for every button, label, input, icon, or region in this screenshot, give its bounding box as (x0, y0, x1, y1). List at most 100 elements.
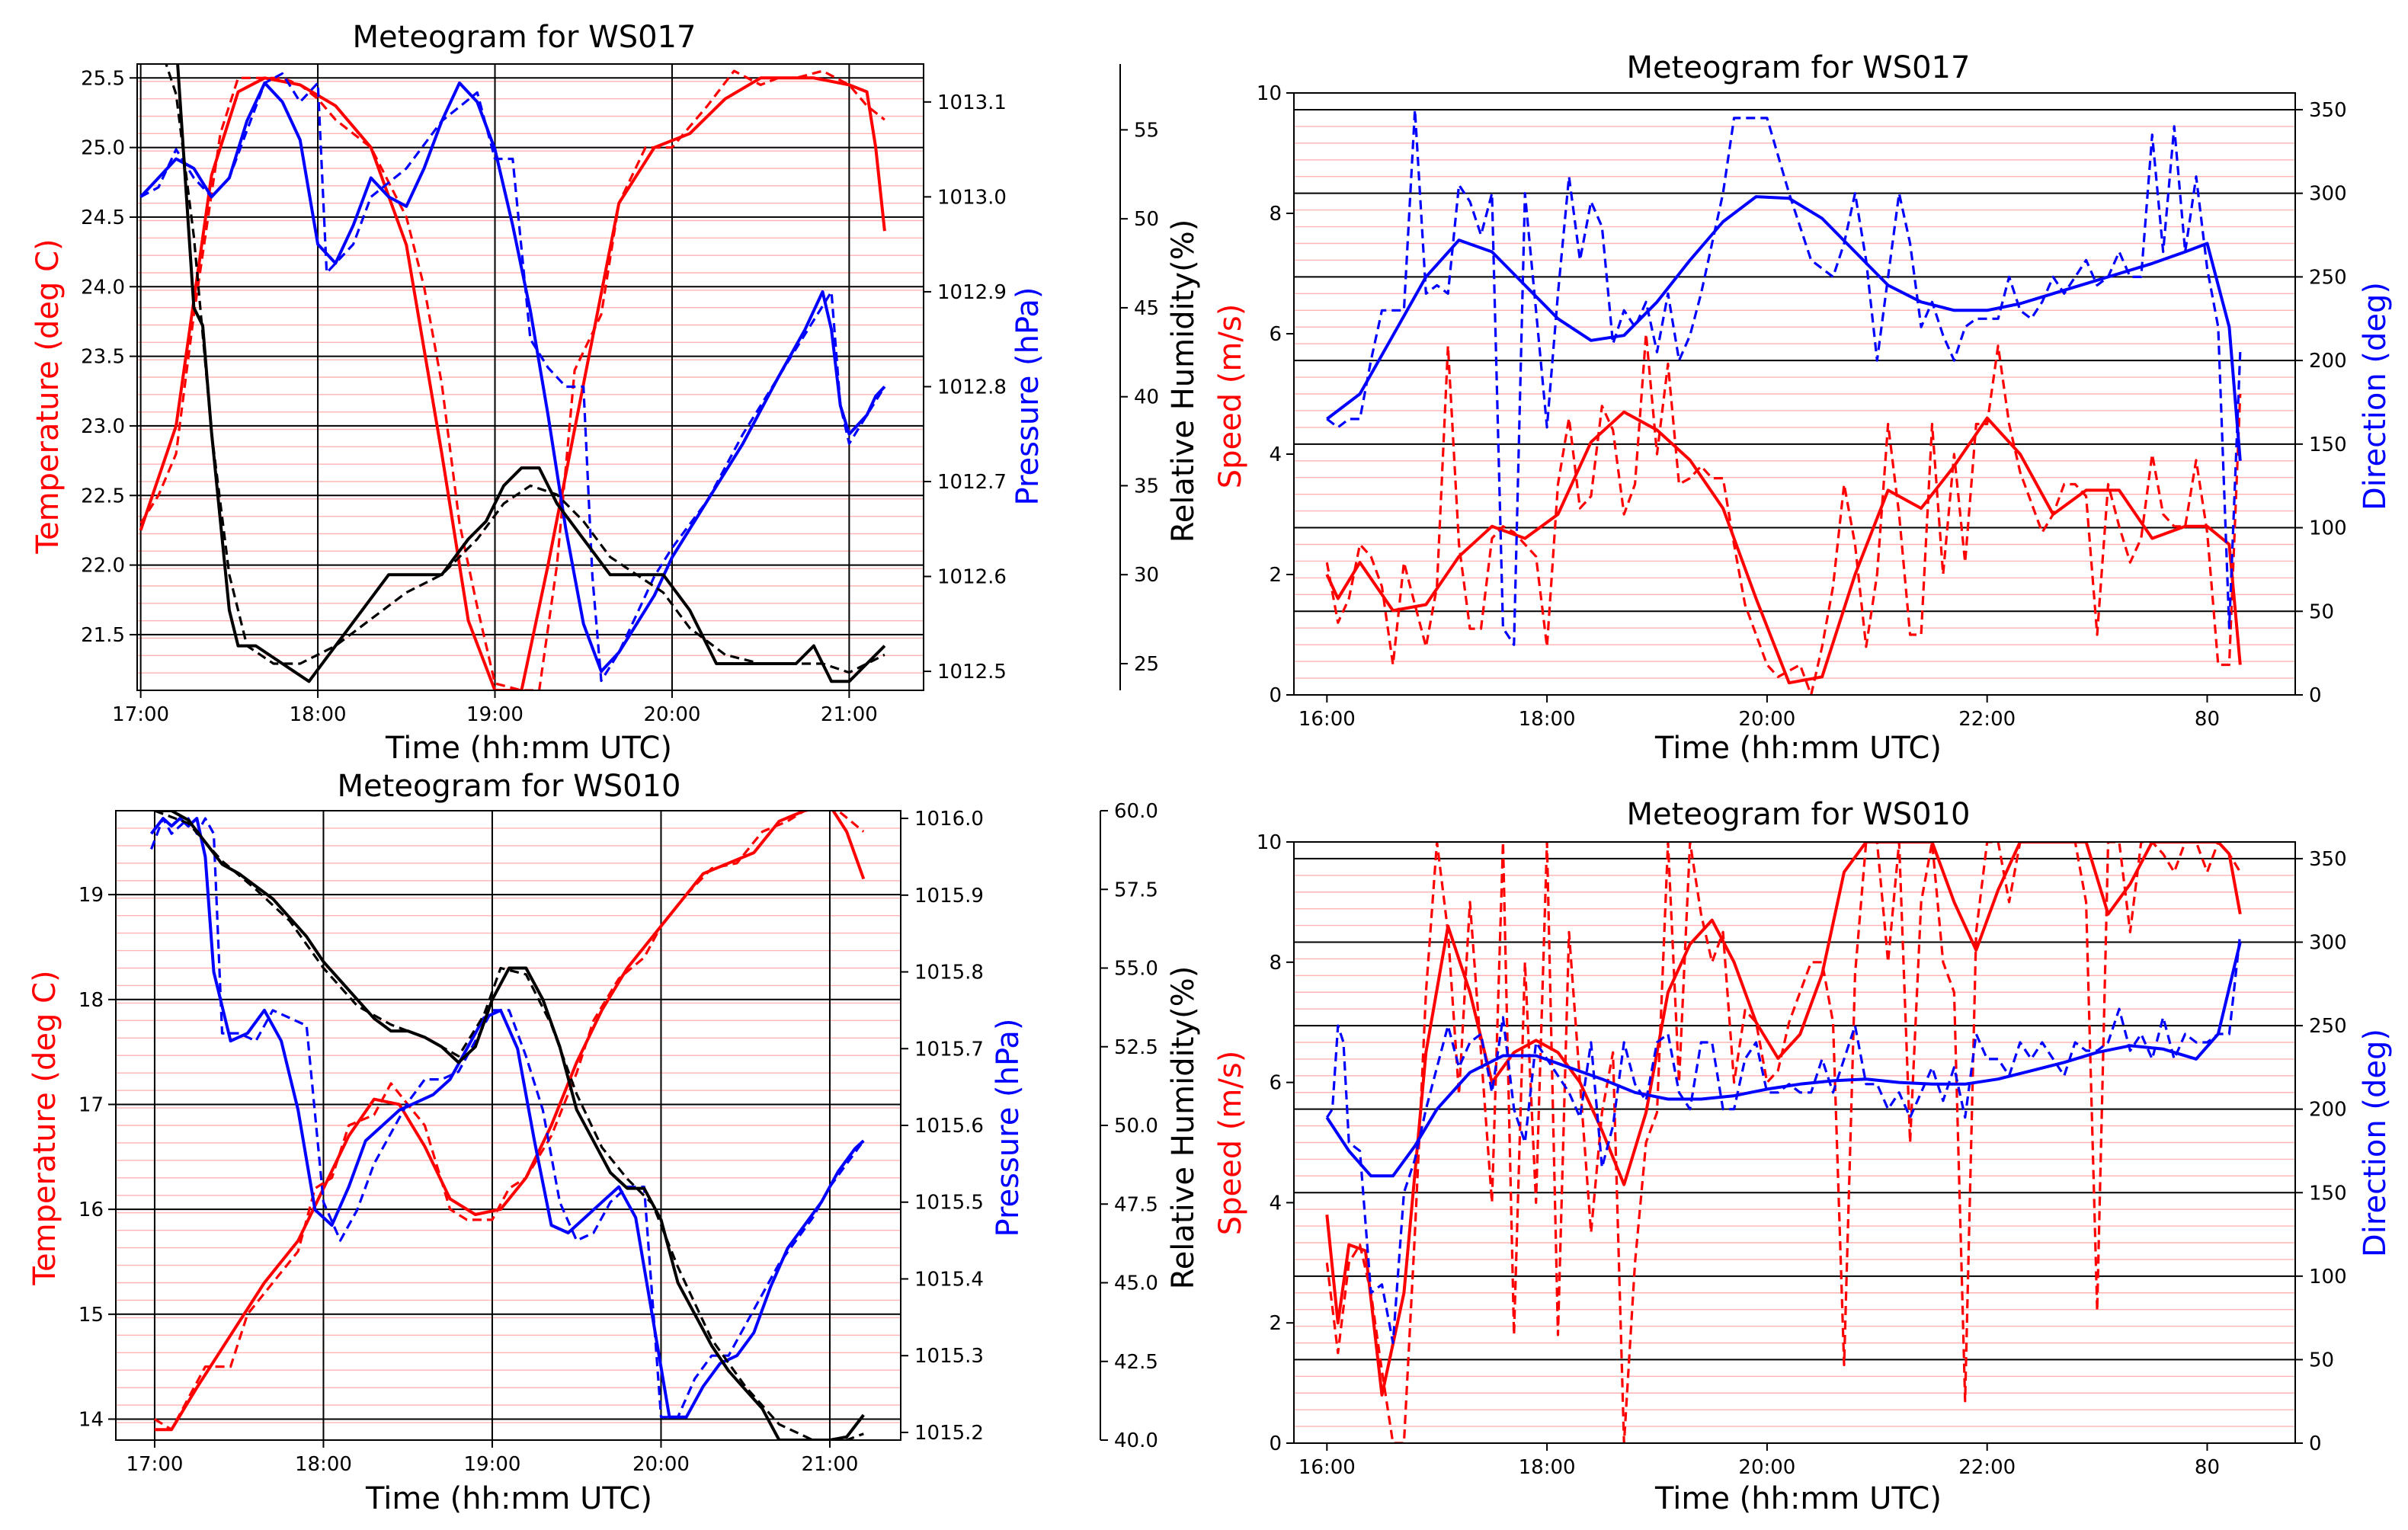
y2-tick-label: 200 (2309, 350, 2347, 373)
y2-axis-label: Pressure (hPa) (991, 1019, 1026, 1237)
y2-tick-label: 1015.9 (914, 885, 984, 907)
y3-tick-label: 40.0 (1114, 1429, 1158, 1452)
x-tick-label: 22:00 (1958, 708, 2016, 731)
y-tick-label: 2 (1269, 1312, 1282, 1335)
y2-tick-label: 350 (2309, 99, 2347, 122)
y3-tick-label: 45.0 (1114, 1272, 1158, 1295)
grid (137, 64, 924, 690)
x-axis-label: Time (hh:mm UTC) (1654, 731, 1942, 766)
x-tick-label: 20:00 (643, 703, 700, 726)
grid (116, 811, 901, 1440)
y2-tick-label: 150 (2309, 434, 2347, 456)
y-tick-label: 2 (1269, 564, 1282, 587)
y-tick-label: 25.0 (81, 137, 125, 160)
y-tick-label: 4 (1269, 1192, 1282, 1215)
y2-tick-label: 1015.8 (914, 962, 984, 984)
plot-frame (1293, 841, 2296, 1444)
x-tick-label: 17:00 (126, 1453, 183, 1476)
panel-ws017-thermo: Meteogram for WS017 Time (hh:mm UTC) Tem… (30, 20, 1201, 766)
x-tick-label: 19:00 (466, 703, 524, 726)
y-tick-label: 0 (1269, 684, 1282, 707)
y2-tick-label: 1012.7 (937, 471, 1007, 494)
y-tick-label: 24.0 (81, 276, 125, 299)
y3-tick-label: 55.0 (1114, 958, 1158, 981)
panel-title: Meteogram for WS010 (338, 769, 681, 804)
x-tick-label: 20:00 (1738, 1456, 1795, 1479)
y-tick-label: 14 (78, 1408, 104, 1431)
x-axis-label: Time (hh:mm UTC) (1654, 1481, 1942, 1516)
series-direction-raw (1326, 108, 2242, 646)
y2-tick-label: 100 (2309, 517, 2347, 540)
y2-tick-label: 1015.6 (914, 1115, 984, 1138)
series-temperature-raw (154, 811, 865, 1431)
grid (1294, 857, 2295, 1427)
y-tick-label: 25.5 (81, 67, 125, 90)
y3-tick-label: 30 (1134, 564, 1159, 587)
y2-axis-label: Pressure (hPa) (1010, 287, 1045, 506)
y2-tick-label: 1012.5 (937, 661, 1007, 683)
y-tick-label: 22.5 (81, 485, 125, 507)
grid (1294, 108, 2295, 679)
y2-tick-label: 100 (2309, 1266, 2347, 1288)
y2-tick-label: 300 (2309, 932, 2347, 955)
y2-tick-label: 150 (2309, 1182, 2347, 1205)
y3-tick-label: 42.5 (1114, 1351, 1158, 1374)
panel-title: Meteogram for WS017 (1627, 50, 1971, 85)
y2-tick-label: 1015.4 (914, 1268, 984, 1291)
y-tick-label: 8 (1269, 203, 1282, 226)
y2-tick-label: 1015.5 (914, 1192, 984, 1215)
x-tick-label: 80 (2195, 708, 2220, 731)
y2-tick-label: 1012.9 (937, 281, 1007, 304)
series-group (139, 64, 886, 690)
x-axis-label: Time (hh:mm UTC) (385, 731, 672, 766)
x-tick-label: 21:00 (821, 703, 878, 726)
y2-tick-label: 1012.8 (937, 376, 1007, 399)
y-tick-label: 23.0 (81, 415, 125, 438)
plot-ws010_thermo: 17:00 18:00 19:00 20:00 21:00 14 15 16 17 18 19 101… (78, 800, 1158, 1476)
plot-ws017_thermo: 17:00 18:00 19:00 20:00 21:00 21.5 22.0 22.5 23.… (81, 63, 1159, 726)
series-speed-raw (1325, 842, 2242, 1443)
series-pressure-raw (150, 817, 865, 1419)
y-tick-label: 4 (1269, 443, 1282, 466)
y-tick-label: 19 (78, 884, 104, 907)
y2-tick-label: 0 (2309, 684, 2322, 707)
series-direction-raw (1325, 933, 2242, 1345)
x-tick-label: 21:00 (801, 1453, 858, 1476)
y3-tick-label: 40 (1134, 386, 1159, 409)
plot-frame (136, 63, 924, 691)
series-temperature-raw (139, 69, 885, 690)
y2-tick-label: 300 (2309, 183, 2347, 206)
y3-tick-label: 50.0 (1114, 1115, 1158, 1138)
y-axis-label: Speed (m/s) (1213, 1051, 1248, 1236)
y-axis-label: Temperature (deg C) (30, 238, 66, 554)
plot-ws010_wind: 16:00 18:00 20:00 22:00 80024681005010015020… (1257, 831, 2347, 1479)
y2-tick-label: 250 (2309, 1015, 2347, 1038)
y-tick-label: 22.0 (81, 555, 125, 578)
x-tick-label: 18:00 (295, 1453, 352, 1476)
plot-frame (1293, 92, 2296, 696)
y2-tick-label: 0 (2309, 1432, 2322, 1455)
y-tick-label: 6 (1269, 323, 1282, 346)
y-tick-label: 10 (1257, 82, 1282, 105)
y2-tick-label: 1013.1 (937, 91, 1007, 114)
y2-tick-label: 1016.0 (914, 808, 984, 831)
y-tick-label: 18 (78, 989, 104, 1012)
x-tick-label: 18:00 (290, 703, 347, 726)
panel-title: Meteogram for WS010 (1627, 797, 1971, 832)
y3-axis-label: Relative Humidity(%) (1166, 966, 1201, 1290)
series-pressure (139, 81, 886, 674)
y-tick-label: 17 (78, 1093, 104, 1116)
panel-ws017-wind: Meteogram for WS017 Time (hh:mm UTC) Spe… (1213, 50, 2393, 766)
y2-axis-label: Direction (deg) (2358, 282, 2393, 511)
plot-ws017_wind: 16:00 18:00 20:00 22:00 80024681005010015020… (1257, 82, 2347, 731)
y3-tick-label: 60.0 (1114, 800, 1158, 823)
y2-tick-label: 50 (2309, 1349, 2334, 1372)
panel-ws010-thermo: Meteogram for WS010 Time (hh:mm UTC) Tem… (27, 769, 1201, 1516)
series-speed (1325, 410, 2242, 685)
y3-tick-label: 57.5 (1114, 879, 1158, 901)
y-tick-label: 23.5 (81, 346, 125, 369)
x-tick-label: 19:00 (463, 1453, 520, 1476)
x-tick-label: 17:00 (112, 703, 169, 726)
y-tick-label: 24.5 (81, 206, 125, 229)
